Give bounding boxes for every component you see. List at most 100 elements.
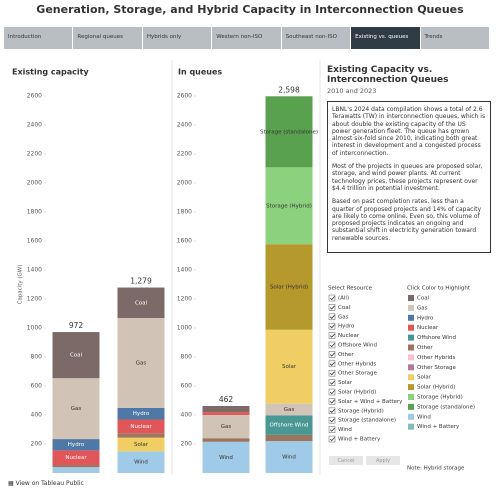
legend-swatch[interactable] <box>408 354 414 361</box>
legend-item[interactable]: Coal <box>417 296 430 302</box>
bar-segment[interactable] <box>265 244 313 330</box>
bar-segment[interactable] <box>52 378 100 440</box>
filter-item[interactable]: Wind <box>338 427 352 433</box>
legend-swatch[interactable] <box>408 314 414 321</box>
bar-segment[interactable] <box>265 167 313 245</box>
tab[interactable]: Western non-ISO <box>212 27 282 49</box>
bar-segment[interactable] <box>117 419 165 434</box>
filter-item[interactable]: (All) <box>338 296 349 302</box>
checkbox[interactable] <box>328 369 336 377</box>
checkbox[interactable] <box>328 407 336 415</box>
button-label[interactable]: Apply <box>376 458 390 464</box>
filter-item[interactable]: Coal <box>338 305 351 311</box>
legend-swatch[interactable] <box>408 364 414 371</box>
filter-item[interactable]: Nuclear <box>338 333 360 339</box>
bar-segment[interactable] <box>265 441 313 473</box>
tab[interactable]: Southeast non-ISO <box>281 27 352 49</box>
tab[interactable]: Regional queues <box>73 27 143 49</box>
footer-link[interactable]: View on Tableau Public <box>15 480 84 487</box>
filter-item[interactable]: Wind + Battery <box>338 437 381 443</box>
checkbox[interactable] <box>328 294 336 302</box>
filter-item[interactable]: Other Hybrids <box>338 361 377 367</box>
filter-item[interactable]: Other <box>338 352 354 358</box>
legend-item[interactable]: Other Hybrids <box>417 355 456 361</box>
button[interactable] <box>366 456 400 465</box>
checkbox[interactable] <box>328 379 336 386</box>
legend-swatch[interactable] <box>408 384 414 391</box>
bar-segment[interactable] <box>202 415 250 439</box>
bar-segment[interactable] <box>52 450 100 466</box>
checkbox[interactable] <box>328 304 336 311</box>
checkbox[interactable] <box>328 426 336 433</box>
legend-item[interactable]: Other Storage <box>417 365 457 371</box>
legend-item[interactable]: Solar <box>417 375 432 381</box>
legend-swatch[interactable] <box>408 304 414 311</box>
legend-item[interactable]: Nuclear <box>417 325 439 331</box>
bar-segment[interactable] <box>52 332 100 379</box>
legend-item[interactable]: Wind + Battery <box>417 424 460 430</box>
filter-item[interactable]: Solar + Wind + Battery <box>338 399 403 405</box>
filter-item[interactable]: Storage (Hybrid) <box>338 408 384 414</box>
legend-item[interactable]: Gas <box>417 305 428 311</box>
bar-segment[interactable] <box>202 406 250 413</box>
tab[interactable]: Hybrids only <box>142 27 213 49</box>
checkbox[interactable] <box>328 416 336 424</box>
bar-segment[interactable] <box>265 434 313 442</box>
bar-segment[interactable] <box>52 465 100 468</box>
legend-item[interactable]: Wind <box>417 414 431 420</box>
tab[interactable]: Trends <box>420 27 490 49</box>
checkbox[interactable] <box>328 313 336 321</box>
filter-item[interactable]: Solar (Hybrid) <box>338 390 376 396</box>
legend-item[interactable]: Offshore Wind <box>417 335 456 341</box>
legend-item[interactable]: Solar (Hybrid) <box>417 385 455 391</box>
bar-segment[interactable] <box>202 441 250 473</box>
legend-swatch[interactable] <box>408 413 414 420</box>
legend-swatch[interactable] <box>408 344 414 351</box>
bar-segment[interactable] <box>265 403 313 416</box>
footer[interactable]: ▦ View on Tableau Public <box>8 480 84 487</box>
filter-item[interactable]: Gas <box>338 314 349 320</box>
checkbox[interactable] <box>328 351 336 358</box>
bar-segment[interactable] <box>117 437 165 452</box>
bar-segment[interactable] <box>265 329 313 404</box>
legend-item[interactable]: Other <box>417 345 433 351</box>
bar-segment[interactable] <box>117 433 165 438</box>
legend-swatch[interactable] <box>408 403 414 410</box>
legend-item[interactable]: Storage (Hybrid) <box>417 395 463 401</box>
bar-segment[interactable] <box>202 412 250 415</box>
button-label[interactable]: Cancel <box>338 458 355 464</box>
y-tick-label: 800 <box>31 354 43 361</box>
bar-segment[interactable] <box>202 438 250 442</box>
legend-item[interactable]: Hydro <box>417 315 434 321</box>
legend-item[interactable]: Storage (standalone) <box>417 404 475 410</box>
legend-swatch[interactable] <box>408 394 414 400</box>
legend-swatch[interactable] <box>408 295 414 301</box>
checkbox[interactable] <box>328 388 336 396</box>
checkbox[interactable] <box>328 322 336 330</box>
button[interactable] <box>329 456 363 465</box>
legend-swatch[interactable] <box>408 374 414 381</box>
filter-item[interactable]: Other Storage <box>338 371 378 377</box>
bar-segment[interactable] <box>52 439 100 451</box>
filter-item[interactable]: Hydro <box>338 324 355 330</box>
filter-item[interactable]: Storage (standalone) <box>338 418 396 424</box>
checkbox[interactable] <box>328 398 336 405</box>
bar-segment[interactable] <box>265 415 313 435</box>
bar-segment[interactable] <box>265 96 313 168</box>
tab[interactable]: Existing vs. queues <box>351 27 421 49</box>
bar-segment[interactable] <box>117 407 165 420</box>
checkbox[interactable] <box>328 332 336 339</box>
bar-segment[interactable] <box>52 467 100 473</box>
checkbox[interactable] <box>328 435 336 443</box>
checkbox[interactable] <box>328 360 336 368</box>
legend-swatch[interactable] <box>408 324 414 331</box>
legend-swatch[interactable] <box>408 334 414 341</box>
bar-segment[interactable] <box>117 451 165 473</box>
filter-item[interactable]: Solar <box>338 380 353 386</box>
tab[interactable]: Introduction <box>4 27 74 49</box>
filter-item[interactable]: Offshore Wind <box>338 343 377 349</box>
checkbox[interactable] <box>328 341 336 349</box>
legend-swatch[interactable] <box>408 423 414 430</box>
bar-segment[interactable] <box>117 287 165 318</box>
bar-segment[interactable] <box>117 317 165 408</box>
